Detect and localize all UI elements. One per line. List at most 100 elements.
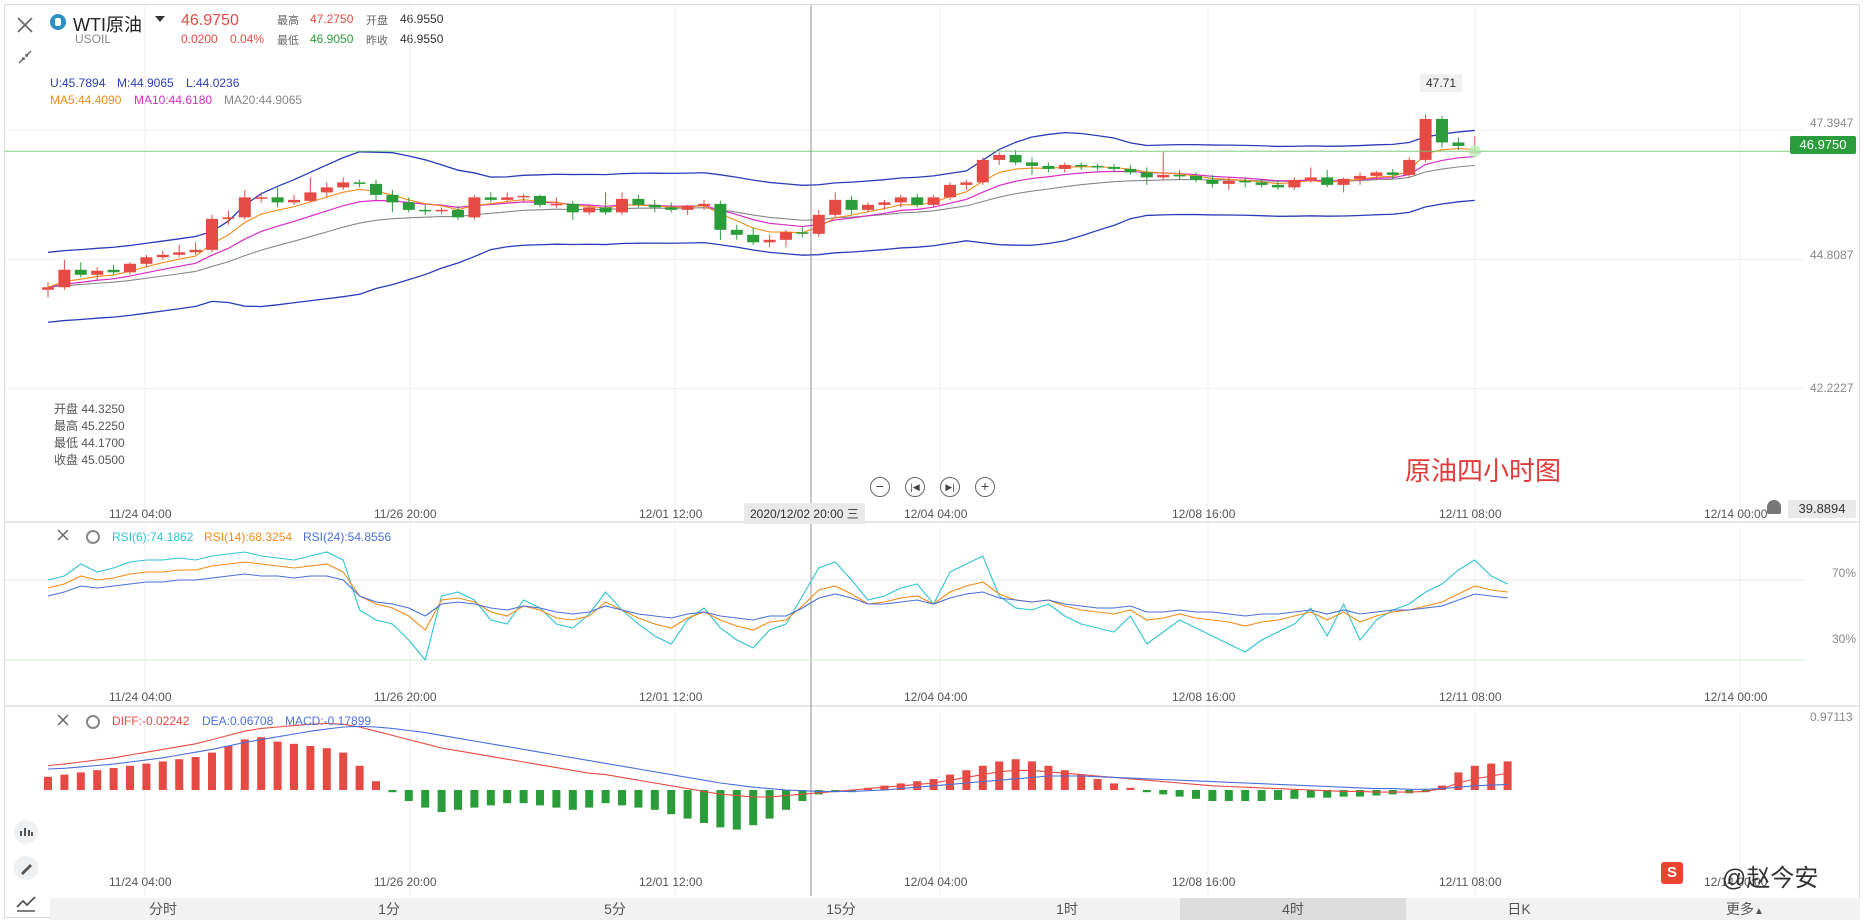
x-axis-label: 12/04 04:00 — [904, 875, 968, 889]
candle-body — [1157, 174, 1170, 178]
boll-upper-line — [47, 129, 1475, 253]
x-axis-label: 12/01 12:00 — [639, 507, 703, 521]
tab-4hour[interactable]: 4时 — [1180, 898, 1406, 920]
macd-bar — [208, 752, 216, 790]
macd-bar — [454, 790, 462, 810]
macd-bar — [470, 790, 479, 808]
rsi6-line — [47, 551, 1508, 662]
macd-bar — [44, 776, 52, 790]
macd-bar — [503, 790, 512, 804]
instrument-name[interactable]: WTI原油 — [73, 15, 142, 35]
draw-tool-icon[interactable] — [14, 856, 38, 880]
candle-body — [566, 203, 579, 213]
shrink-icon[interactable] — [14, 46, 36, 68]
candle-body — [1337, 178, 1350, 185]
macd-bar — [1323, 790, 1332, 798]
close-rsi-icon[interactable] — [56, 528, 70, 542]
macd-bar — [109, 768, 118, 790]
last-price: 46.9750 — [181, 12, 239, 29]
macd-bar — [175, 759, 184, 790]
macd-bar — [372, 781, 380, 790]
rsi-settings-icon[interactable] — [86, 530, 100, 544]
tab-more[interactable]: 更多▲ — [1632, 898, 1858, 920]
candle-body — [1452, 142, 1465, 146]
macd-bar — [946, 774, 954, 790]
macd-settings-icon[interactable] — [86, 715, 100, 729]
candle-body — [501, 197, 514, 200]
macd-dea-legend: DEA:0.06708 — [202, 714, 274, 728]
zoom-in-button[interactable]: + — [975, 477, 995, 497]
rsi6-legend: RSI(6):74.1862 — [112, 530, 194, 544]
candle-body — [616, 198, 628, 213]
candle-body — [1091, 165, 1104, 168]
tab-1hour[interactable]: 1时 — [1056, 901, 1078, 917]
tab-1min[interactable]: 1分 — [378, 901, 400, 917]
chevron-down-icon[interactable] — [155, 16, 165, 22]
macd-bar — [191, 757, 200, 790]
candle-body — [1386, 172, 1399, 175]
candle-body — [648, 204, 661, 208]
candle-body — [1436, 118, 1448, 143]
zoom-out-button[interactable]: − — [870, 477, 890, 497]
indicator-tool-icon[interactable] — [14, 820, 38, 844]
current-price-marker — [1468, 145, 1481, 158]
candle-body — [271, 197, 284, 203]
macd-bar — [585, 790, 594, 808]
candle-body — [894, 197, 907, 203]
tab-15min[interactable]: 15分 — [826, 901, 856, 917]
bell-icon[interactable] — [1767, 500, 1781, 514]
rsi24-line — [47, 573, 1508, 621]
macd-bar — [683, 790, 692, 819]
macd-bar — [240, 739, 249, 790]
x-axis-label: 11/24 04:00 — [109, 507, 172, 521]
macd-bar — [650, 790, 659, 810]
candle-body — [304, 192, 317, 201]
tab-daily[interactable]: 日K — [1507, 901, 1531, 917]
close-macd-icon[interactable] — [56, 713, 70, 727]
candle-body — [42, 287, 54, 290]
instrument-symbol: USOIL — [75, 32, 112, 46]
macd-bar — [700, 790, 708, 823]
candle-body — [1140, 172, 1153, 178]
line-tool-icon[interactable] — [14, 892, 38, 914]
candle-body — [714, 203, 727, 230]
boll-lower: L:44.0236 — [186, 76, 240, 90]
macd-bar — [749, 790, 758, 826]
macd-bar — [1110, 783, 1118, 790]
macd-bar — [224, 746, 233, 790]
skip-end-button[interactable]: ▶| — [940, 477, 960, 497]
tab-fenshi[interactable]: 分时 — [149, 901, 177, 917]
x-axis-label: 12/11 08:00 — [1439, 690, 1502, 704]
candle-body — [1009, 154, 1022, 163]
candle-body — [1321, 177, 1334, 185]
tab-5min[interactable]: 5分 — [604, 901, 626, 917]
candle-body — [1272, 184, 1284, 188]
x-axis-label: 12/08 16:00 — [1172, 875, 1236, 889]
candle-body — [583, 207, 596, 213]
prev-close-label: 昨收 — [366, 35, 388, 47]
close-icon[interactable] — [14, 14, 36, 36]
candle-body — [91, 270, 104, 275]
x-axis-label: 12/04 04:00 — [904, 690, 968, 704]
macd-bar — [1175, 790, 1184, 797]
boll-upper: U:45.7894 — [50, 76, 106, 90]
macd-bar — [1241, 790, 1250, 801]
macd-bar — [798, 790, 807, 801]
skip-start-button[interactable]: |◀ — [905, 477, 925, 497]
candle-body — [632, 198, 645, 205]
candle-body — [927, 197, 940, 205]
oil-logo-icon — [50, 14, 66, 30]
macd-bar — [782, 790, 790, 810]
rsi24-legend: RSI(24):54.8556 — [303, 530, 392, 544]
macd-bar — [1077, 774, 1086, 790]
x-axis-label: 11/26 20:00 — [374, 507, 437, 521]
macd-bar — [486, 790, 495, 806]
candle-body — [484, 197, 497, 200]
candle-body — [1288, 179, 1301, 188]
x-axis-label: 12/14 00:00 — [1704, 690, 1768, 704]
price-change: 0.0200 — [181, 32, 218, 46]
macd-bar — [618, 790, 626, 806]
ma5-line — [47, 147, 1475, 288]
macd-axis-top: 0.97113 — [1810, 710, 1853, 724]
